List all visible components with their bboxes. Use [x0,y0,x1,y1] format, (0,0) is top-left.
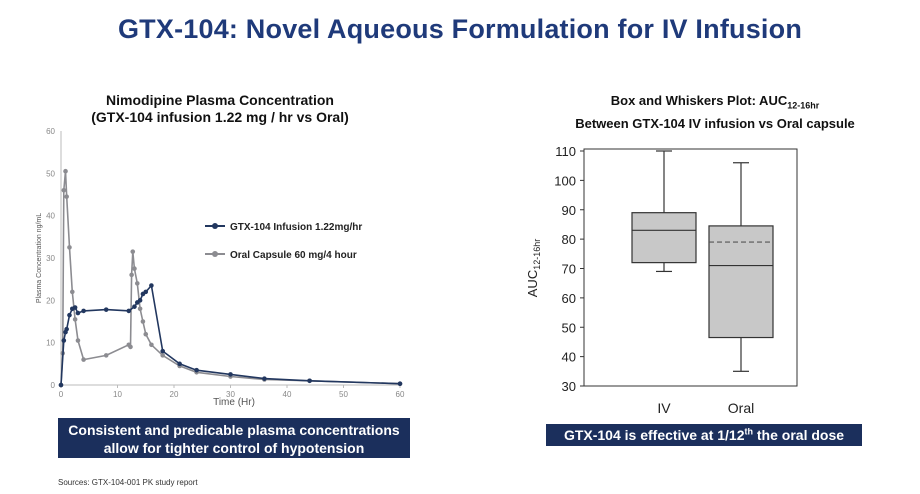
slide-title: GTX-104: Novel Aqueous Formulation for I… [117,14,803,44]
pk-point-oral [70,289,75,295]
pk-y-tick-label: 10 [46,339,55,348]
pk-x-tick-label: 0 [59,390,64,399]
pk-x-tick-label: 20 [170,390,179,399]
box-y-tick-label: 110 [555,144,576,159]
pk-chart-title-line2: (GTX-104 infusion 1.22 mg / hr vs Oral) [91,109,349,125]
pk-point-oral [75,338,81,343]
pk-point-infusion [137,298,143,303]
pk-point-infusion [397,381,403,387]
pk-summary-banner: Consistent and predicable plasma concent… [58,418,410,458]
pk-point-infusion [177,361,182,367]
pk-point-infusion [149,283,154,288]
pk-point-oral [64,194,69,199]
box-y-tick-label: 70 [562,262,576,277]
pk-point-oral [160,353,165,358]
pk-x-tick-label: 30 [226,390,235,399]
box-y-axis-label: AUC12-16hr [525,239,542,297]
box-y-tick-label: 50 [562,320,576,335]
box-plot-frame [583,148,798,387]
box-chart-title-line1: Box and Whiskers Plot: AUC12-16hr [610,93,820,111]
pk-point-oral [67,245,72,250]
box-category-label: Oral [728,400,754,416]
pk-point-infusion [262,376,267,381]
box-y-tick-label: 100 [554,173,576,188]
box-y-tick-label: 90 [562,203,576,218]
pk-point-oral [128,344,133,350]
pk-legend-swatch-marker [212,223,218,229]
pk-point-oral [132,266,137,271]
pk-point-infusion [72,305,78,310]
pk-point-infusion [160,348,165,354]
pk-point-oral [103,353,109,358]
pk-point-infusion [228,372,233,377]
pk-point-infusion [307,378,312,384]
box-chart-title-line2: Between GTX-104 IV infusion vs Oral caps… [575,115,855,131]
pk-point-oral [140,319,146,324]
pk-point-infusion [61,338,67,343]
pk-y-tick-label: 60 [46,127,55,136]
pk-point-infusion [81,308,86,314]
pk-x-tick-label: 50 [339,390,348,399]
pk-legend-swatch-marker [212,251,218,257]
pk-y-tick-label: 40 [46,212,55,221]
pk-point-infusion [58,382,64,388]
pk-legend-label: GTX-104 Infusion 1.22mg/hr [230,222,362,233]
pk-point-infusion [75,310,81,316]
pk-x-tick-label: 10 [113,390,122,399]
pk-series-line-oral [60,171,401,386]
pk-chart-title-line1: Nimodipine Plasma Concentration [106,92,334,108]
pk-point-infusion [143,289,149,295]
sources-footnote: Sources: GTX-104-001 PK study report [58,478,198,487]
pk-point-oral [143,331,149,337]
pk-y-tick-label: 50 [46,169,55,178]
pk-point-oral [81,357,86,362]
pk-chart-title: Nimodipine Plasma Concentration (GTX-104… [60,92,380,126]
pk-point-oral [129,272,134,278]
pk-x-axis-label: Time (Hr) [213,397,255,408]
pk-series-line-infusion [60,283,401,386]
pk-y-tick-label: 30 [46,254,55,263]
box-chart-title: Box and Whiskers Plot: AUC12-16hr Betwee… [520,92,910,132]
pk-point-infusion [194,367,199,373]
box-summary-banner: GTX-104 is effective at 1/12th the oral … [546,424,862,446]
pk-legend-label: Oral Capsule 60 mg/4 hour [230,250,357,261]
pk-point-infusion [126,308,132,314]
pk-point-oral [72,317,78,322]
box-iqr-oral [708,225,774,339]
pk-point-infusion [132,304,137,309]
box-iqr-iv [631,212,697,264]
box-category-label: IV [657,400,671,416]
box-y-tick-label: 60 [562,291,576,306]
pk-y-tick-label: 0 [51,381,56,390]
box-y-tick-label: 30 [562,379,576,394]
pk-point-oral [130,249,136,254]
pk-point-infusion [103,307,109,312]
box-y-tick-label: 40 [562,350,576,365]
pk-point-infusion [67,312,72,318]
pk-point-oral [137,306,143,312]
pk-x-tick-label: 60 [396,390,405,399]
pk-y-tick-label: 20 [46,296,55,305]
pk-y-axis-label: Plasma Concentration ng/mL [36,213,43,303]
pk-point-oral [61,187,67,193]
pk-x-tick-label: 40 [283,390,292,399]
pk-point-oral [149,342,154,348]
pk-point-oral [63,168,68,174]
box-y-tick-label: 80 [562,232,576,247]
pk-point-infusion [64,326,69,332]
pk-point-oral [134,281,140,286]
